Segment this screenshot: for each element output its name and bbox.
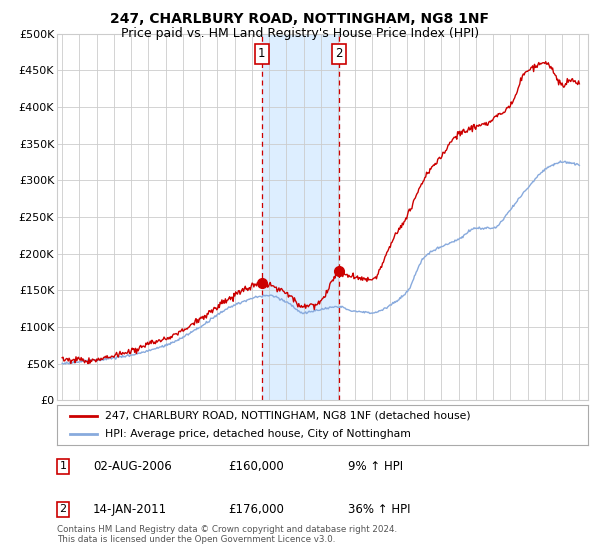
Text: HPI: Average price, detached house, City of Nottingham: HPI: Average price, detached house, City… — [105, 430, 410, 439]
Text: 247, CHARLBURY ROAD, NOTTINGHAM, NG8 1NF: 247, CHARLBURY ROAD, NOTTINGHAM, NG8 1NF — [110, 12, 490, 26]
Bar — [262, 34, 339, 400]
Text: Contains HM Land Registry data © Crown copyright and database right 2024.
This d: Contains HM Land Registry data © Crown c… — [57, 525, 397, 544]
Text: 1: 1 — [59, 461, 67, 471]
Text: 1: 1 — [258, 47, 266, 60]
Text: 2: 2 — [335, 47, 343, 60]
Text: 247, CHARLBURY ROAD, NOTTINGHAM, NG8 1NF (detached house): 247, CHARLBURY ROAD, NOTTINGHAM, NG8 1NF… — [105, 411, 470, 421]
Text: 36% ↑ HPI: 36% ↑ HPI — [348, 503, 410, 516]
Text: Price paid vs. HM Land Registry's House Price Index (HPI): Price paid vs. HM Land Registry's House … — [121, 27, 479, 40]
Text: £160,000: £160,000 — [228, 460, 284, 473]
Text: 02-AUG-2006: 02-AUG-2006 — [93, 460, 172, 473]
Text: 14-JAN-2011: 14-JAN-2011 — [93, 503, 167, 516]
Text: £176,000: £176,000 — [228, 503, 284, 516]
Text: 9% ↑ HPI: 9% ↑ HPI — [348, 460, 403, 473]
Text: 2: 2 — [59, 505, 67, 514]
